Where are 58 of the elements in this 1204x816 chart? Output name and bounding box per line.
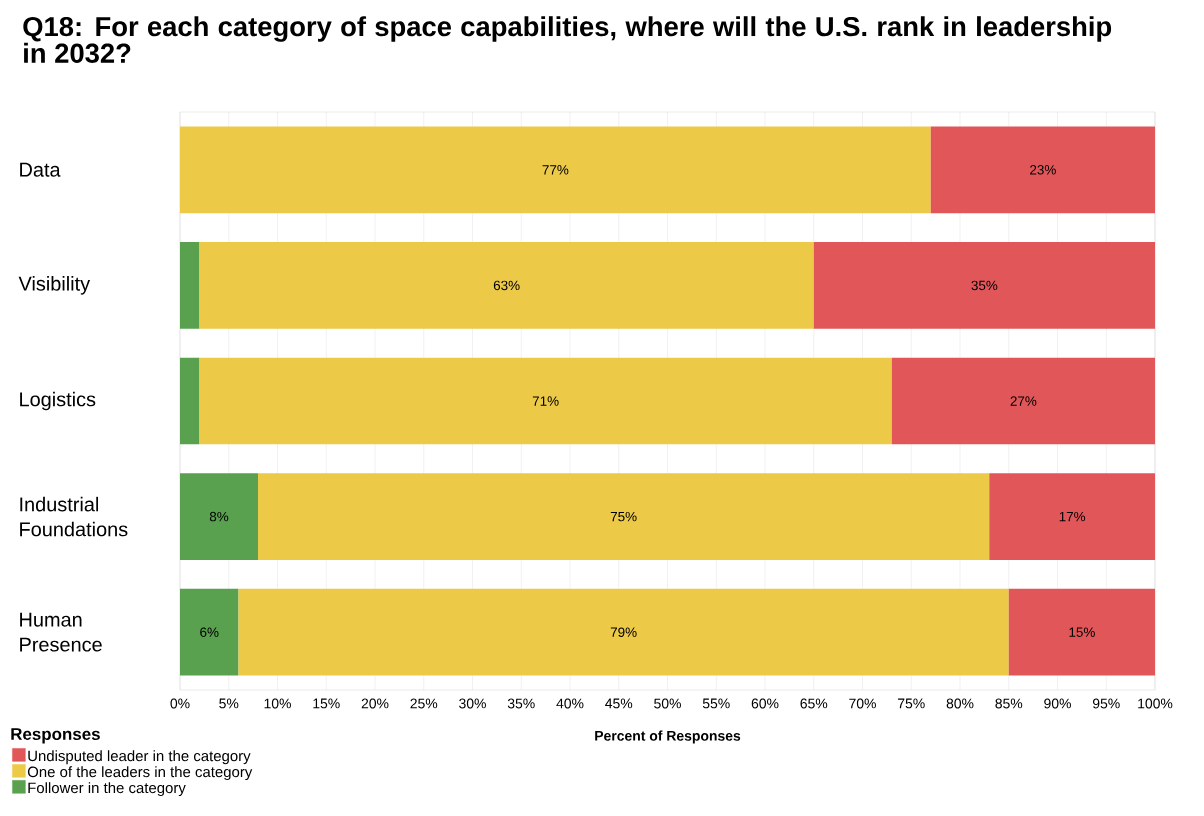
x-tick-label: 80% xyxy=(946,698,974,709)
data-label: 17% xyxy=(1059,511,1086,522)
x-tick-label: 50% xyxy=(654,698,681,709)
x-tick-label: 90% xyxy=(1044,698,1071,709)
x-tick-label: 75% xyxy=(898,698,925,709)
y-tick-label: Logistics xyxy=(20,391,96,411)
bar xyxy=(180,357,200,445)
bar xyxy=(180,588,239,676)
x-tick-label: 25% xyxy=(410,698,438,709)
x-tick-label: 0% xyxy=(170,698,190,709)
data-label: 23% xyxy=(1030,165,1056,175)
bar xyxy=(930,126,1156,214)
x-axis-title: Percent of Responses xyxy=(595,730,741,744)
x-tick-label: 35% xyxy=(507,698,535,709)
x-tick-label: 45% xyxy=(605,698,633,709)
legend-label: Follower in the category xyxy=(28,782,186,797)
legend-label: One of the leaders in the category xyxy=(27,766,253,781)
legend-label: Undisputed leader in the category xyxy=(28,750,251,765)
bar xyxy=(199,242,814,329)
x-tick-label: 100% xyxy=(1138,698,1173,709)
bar xyxy=(199,357,892,445)
x-tick-label: 40% xyxy=(556,698,584,709)
bar xyxy=(258,473,990,560)
bar xyxy=(989,473,1156,560)
bar xyxy=(813,242,1156,329)
x-tick-label: 65% xyxy=(800,698,828,709)
data-label: 27% xyxy=(1010,396,1037,406)
x-tick-label: 5% xyxy=(219,698,239,709)
bar xyxy=(180,242,200,329)
data-label: 71% xyxy=(532,396,559,406)
data-label: 35% xyxy=(971,280,998,291)
chart-title: Q18: For each category of space capabilities, where will the U.S. rank in leadership in 2032? xyxy=(23,16,1112,64)
data-label: 6% xyxy=(200,627,219,637)
bar xyxy=(1008,588,1156,676)
x-tick-label: 30% xyxy=(459,698,486,709)
y-tick-label: Human Presence xyxy=(20,612,102,652)
y-tick-label: Visibility xyxy=(18,276,91,295)
bar xyxy=(180,126,931,214)
x-tick-label: 55% xyxy=(702,698,730,709)
bar xyxy=(180,473,258,560)
data-label: 77% xyxy=(542,165,569,175)
bar xyxy=(238,588,1009,676)
x-tick-label: 15% xyxy=(313,698,340,709)
data-label: 8% xyxy=(209,511,229,522)
data-label: 79% xyxy=(610,627,637,637)
y-tick-label: Industrial Foundations xyxy=(20,496,128,537)
y-tick-label: Data xyxy=(20,162,61,177)
data-label: 75% xyxy=(610,511,637,522)
bar xyxy=(891,357,1156,445)
x-tick-label: 85% xyxy=(995,698,1023,709)
x-tick-label: 70% xyxy=(849,698,876,709)
x-tick-label: 20% xyxy=(361,698,389,709)
x-tick-label: 10% xyxy=(264,698,291,709)
data-label: 63% xyxy=(493,280,520,291)
x-tick-label: 95% xyxy=(1092,698,1120,709)
legend-title: Responses xyxy=(11,728,100,744)
data-label: 15% xyxy=(1069,627,1095,637)
x-tick-label: 60% xyxy=(751,698,779,709)
